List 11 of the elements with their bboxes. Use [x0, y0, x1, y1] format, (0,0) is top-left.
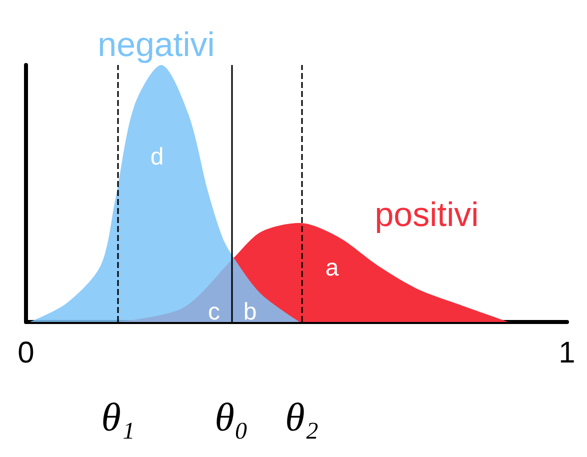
ref-line-label: θ₁ [101, 394, 135, 440]
ref-line-label: θ₂ [285, 394, 319, 440]
annotation: c [208, 298, 220, 326]
series-label: positivi [374, 196, 479, 234]
annotation: a [325, 254, 340, 282]
ref-line-label: θ₀ [214, 394, 248, 440]
x-tick-label: 0 [18, 336, 34, 370]
series-label: negativi [98, 26, 215, 64]
annotation: b [243, 298, 257, 326]
x-tick-label: 1 [558, 336, 576, 370]
annotation: d [150, 144, 164, 170]
